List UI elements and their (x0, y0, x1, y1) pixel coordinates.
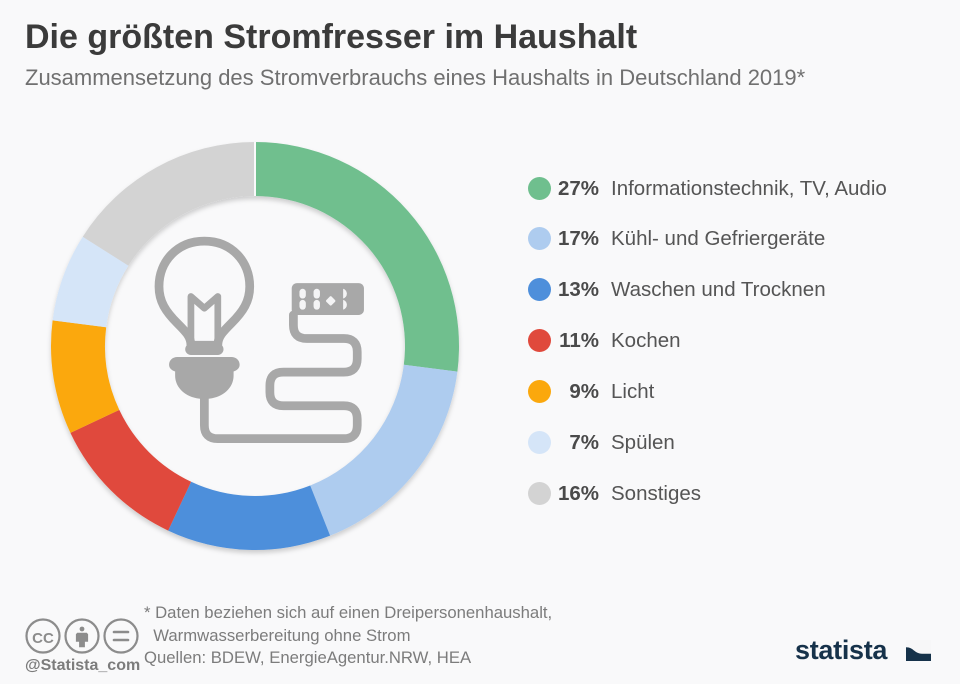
svg-text:CC: CC (32, 630, 54, 647)
svg-text:statista: statista (795, 636, 888, 665)
